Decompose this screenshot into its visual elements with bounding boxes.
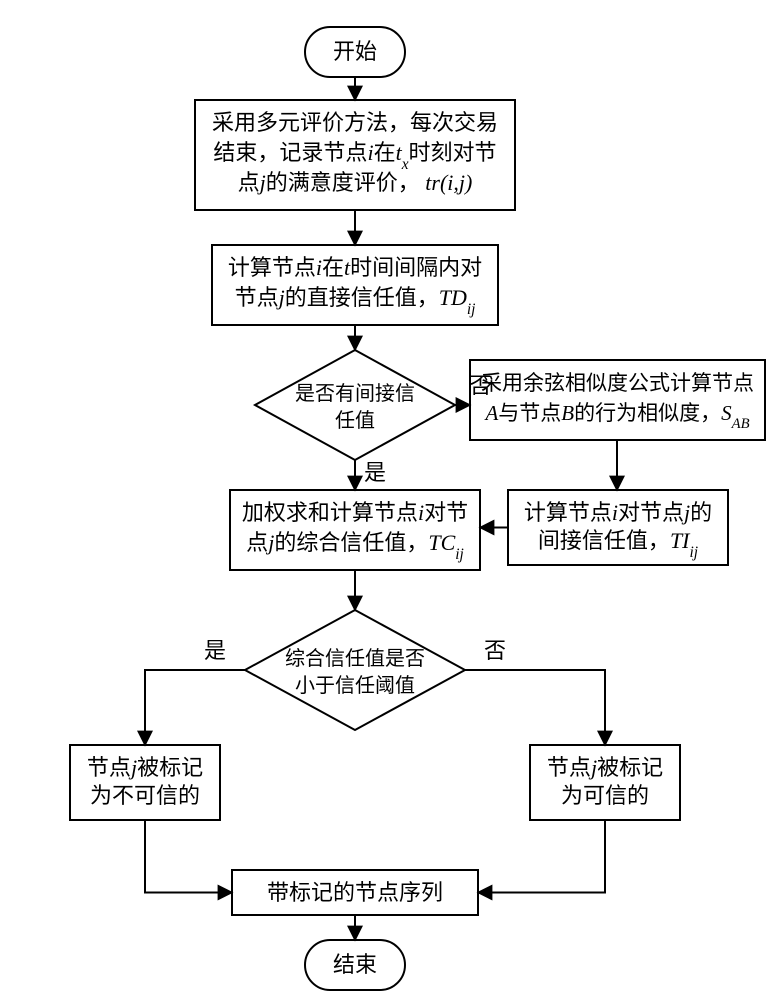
dec2-l2: 小于信任阈值 [295, 674, 415, 697]
dec2-l1: 综合信任值是否 [285, 647, 425, 670]
comp-l2: 点j的综合信任值，TCij [246, 530, 464, 563]
edge-dec2-untrust [145, 670, 245, 745]
decision-threshold [245, 610, 465, 730]
edge-trust-seq [478, 820, 605, 893]
dec1-yes-label: 是 [364, 460, 386, 485]
edge-dec2-trust [465, 670, 605, 745]
dec2-yes-label: 是 [204, 638, 226, 663]
ind-l1: 计算节点i对节点j的 [524, 500, 712, 525]
seq-l1: 带标记的节点序列 [267, 880, 443, 905]
decision-indirect [255, 350, 455, 460]
trust-l1: 节点j被标记 [547, 755, 663, 780]
edge-untrust-seq [145, 820, 232, 893]
step2-l1: 计算节点i在t时间间隔内对 [228, 255, 482, 280]
step1-l3: 点j的满意度评价， tr(i,j) [238, 170, 473, 195]
sim-l1: 采用余弦相似度公式计算节点 [481, 371, 754, 395]
start-label: 开始 [333, 39, 377, 64]
dec1-l1: 是否有间接信 [295, 382, 415, 405]
untrust-l1: 节点j被标记 [87, 755, 203, 780]
ind-l2: 间接信任值，TIij [538, 528, 698, 561]
sim-l2: A与节点B的行为相似度，SAB [483, 401, 749, 432]
step1-l2: 结束，记录节点i在tx时刻对节 [213, 140, 496, 173]
dec2-no-label: 否 [484, 638, 506, 663]
step1-l1: 采用多元评价方法，每次交易 [212, 110, 498, 135]
untrust-l2: 为不可信的 [90, 783, 200, 808]
comp-l1: 加权求和计算节点i对节 [242, 500, 468, 525]
dec1-l2: 任值 [335, 409, 375, 432]
trust-l2: 为可信的 [561, 783, 649, 808]
end-label: 结束 [333, 952, 377, 977]
step2-l2: 节点j的直接信任值，TDij [235, 285, 476, 318]
dec1-no-label: 否 [469, 373, 491, 398]
